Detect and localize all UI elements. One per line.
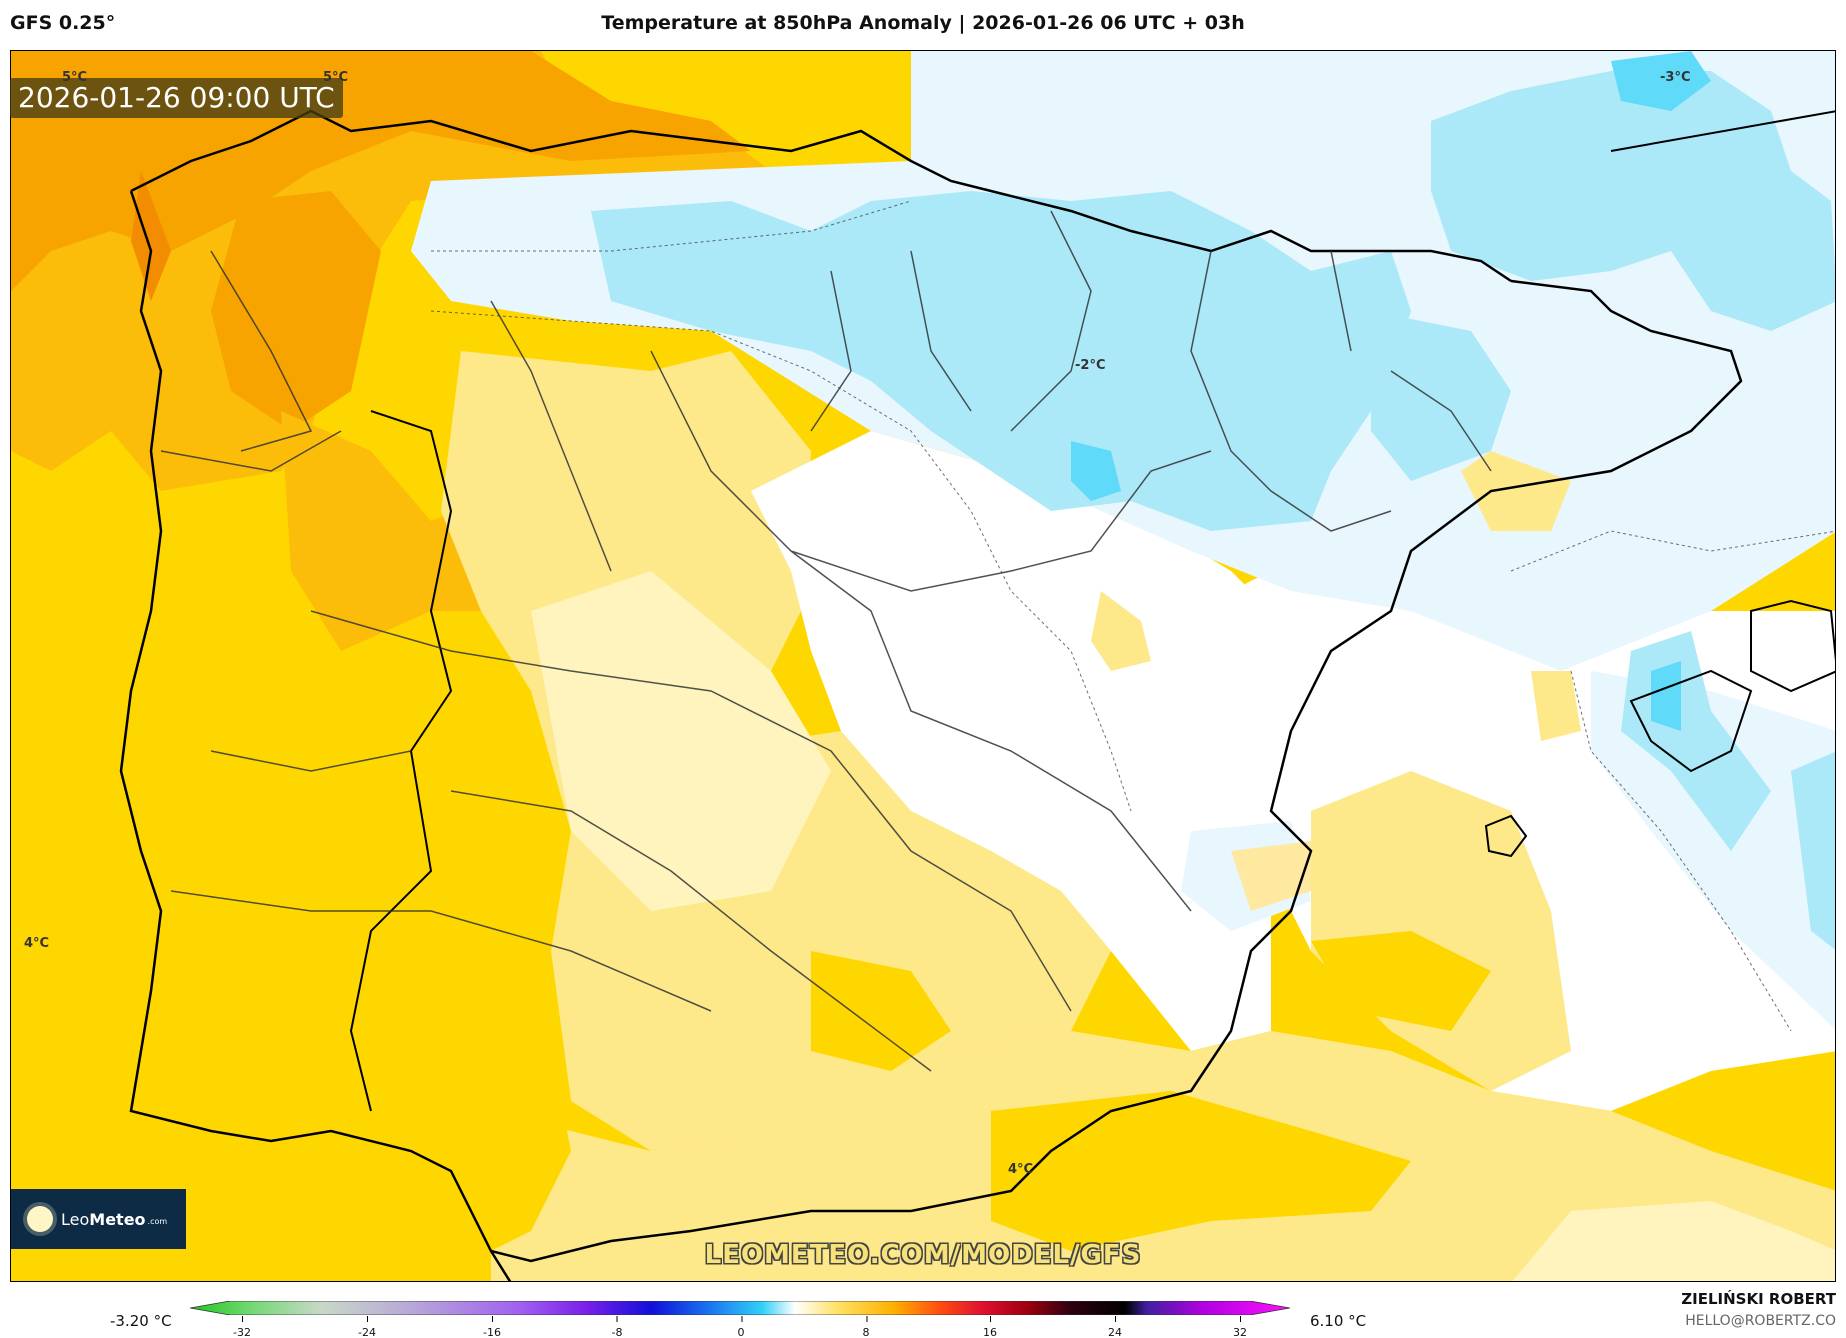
colorbar-tick: -32 bbox=[233, 1316, 251, 1338]
contour-label: 5°C bbox=[323, 70, 349, 85]
contour-label: 5°C bbox=[62, 70, 88, 85]
temperature-anomaly-map bbox=[11, 51, 1835, 1281]
valid-time-label: 2026-01-26 09:00 UTC bbox=[10, 78, 343, 118]
colorbar-ticks: -32 -24 -16 -8 0 8 16 24 32 bbox=[0, 1316, 1846, 1338]
colorbar bbox=[190, 1301, 1290, 1315]
contour-label: 4°C bbox=[1008, 1162, 1034, 1177]
author-email[interactable]: HELLO@ROBERTZ.CO bbox=[1685, 1313, 1836, 1329]
map-area[interactable] bbox=[10, 50, 1836, 1282]
colorbar-tick: 24 bbox=[1108, 1316, 1122, 1338]
logo-domain: .com bbox=[147, 1216, 168, 1226]
colorbar-tick: -24 bbox=[358, 1316, 376, 1338]
contour-label: -3°C bbox=[1660, 70, 1691, 85]
chart-title: Temperature at 850hPa Anomaly | 2026-01-… bbox=[601, 12, 1245, 34]
colorbar-tick: 32 bbox=[1233, 1316, 1247, 1338]
model-label: GFS 0.25° bbox=[10, 12, 116, 34]
colorbar-tick: -16 bbox=[483, 1316, 501, 1338]
colorbar-tick: 8 bbox=[862, 1316, 870, 1338]
contour-label: -2°C bbox=[1075, 358, 1106, 373]
colorbar-tick: 16 bbox=[983, 1316, 997, 1338]
author-name: ZIELIŃSKI ROBERT bbox=[1681, 1290, 1836, 1308]
colorbar-min-label: -3.20 °C bbox=[110, 1312, 172, 1330]
colorbar-tick: -8 bbox=[611, 1316, 623, 1338]
watermark-url: LEOMETEO.COM/MODEL/GFS bbox=[704, 1240, 1142, 1270]
contour-label: 4°C bbox=[24, 936, 50, 951]
sun-icon bbox=[27, 1206, 53, 1232]
leometeo-logo[interactable]: LeoMeteo .com bbox=[11, 1189, 186, 1249]
colorbar-max-label: 6.10 °C bbox=[1310, 1312, 1367, 1330]
logo-text: LeoMeteo bbox=[61, 1209, 146, 1229]
colorbar-tick: 0 bbox=[737, 1316, 745, 1338]
